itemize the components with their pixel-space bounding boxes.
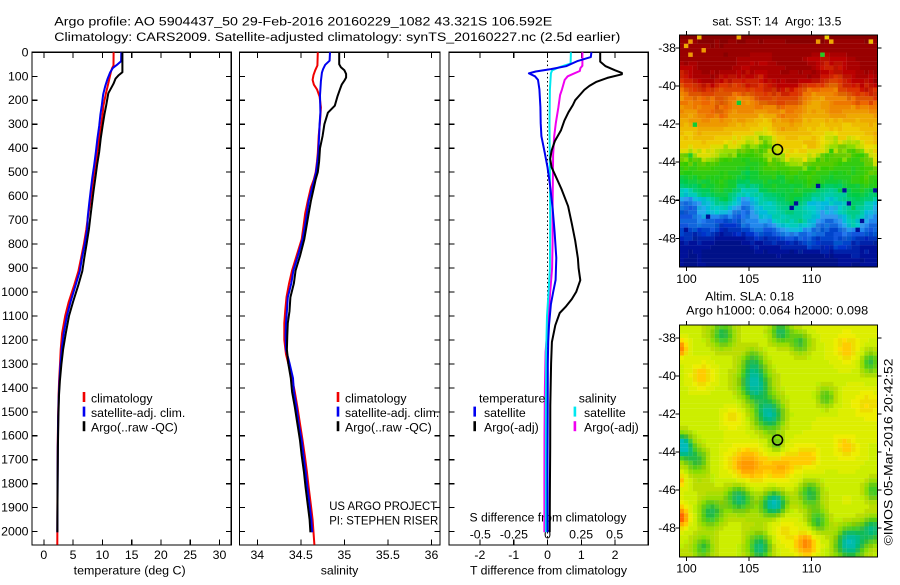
svg-text:100: 100 bbox=[676, 272, 697, 286]
svg-text:-42: -42 bbox=[658, 407, 676, 421]
svg-text:temperature: temperature bbox=[479, 391, 545, 405]
svg-text:sat. SST: 14 Argo: 13.5: sat. SST: 14 Argo: 13.5 bbox=[712, 14, 841, 28]
svg-text:satellite: satellite bbox=[484, 406, 526, 420]
svg-text:200: 200 bbox=[8, 93, 29, 107]
svg-text:Argo profile: AO 5904437_50 29: Argo profile: AO 5904437_50 29-Feb-2016 … bbox=[54, 15, 552, 29]
svg-text:satellite-adj. clim.: satellite-adj. clim. bbox=[91, 406, 185, 420]
svg-text:1100: 1100 bbox=[2, 309, 29, 323]
svg-text:1500: 1500 bbox=[1, 405, 29, 419]
svg-text:salinity: salinity bbox=[579, 391, 617, 405]
svg-text:Argo(..raw -QC): Argo(..raw -QC) bbox=[91, 421, 178, 435]
svg-text:500: 500 bbox=[8, 165, 29, 179]
svg-text:satellite: satellite bbox=[584, 406, 626, 420]
svg-text:300: 300 bbox=[8, 117, 29, 131]
svg-text:34: 34 bbox=[250, 548, 264, 562]
svg-text:10: 10 bbox=[96, 548, 110, 562]
svg-text:0: 0 bbox=[544, 528, 551, 542]
svg-text:34.5: 34.5 bbox=[289, 548, 313, 562]
svg-text:PI: STEPHEN RISER: PI: STEPHEN RISER bbox=[329, 514, 438, 528]
svg-text:30: 30 bbox=[213, 548, 227, 562]
svg-text:2000: 2000 bbox=[1, 525, 29, 539]
svg-text:Argo(..raw -QC): Argo(..raw -QC) bbox=[345, 421, 432, 435]
svg-text:©IMOS 05-Mar-2016 20:42:52: ©IMOS 05-Mar-2016 20:42:52 bbox=[881, 358, 895, 545]
svg-text:110: 110 bbox=[802, 562, 822, 576]
svg-text:600: 600 bbox=[8, 189, 29, 203]
svg-text:-2: -2 bbox=[474, 548, 485, 562]
svg-text:climatology: climatology bbox=[345, 391, 407, 405]
svg-text:1000: 1000 bbox=[1, 285, 29, 299]
svg-text:-0.25: -0.25 bbox=[500, 528, 528, 542]
svg-text:climatology: climatology bbox=[91, 391, 153, 405]
svg-text:salinity: salinity bbox=[321, 564, 359, 578]
svg-text:-38: -38 bbox=[658, 331, 676, 345]
svg-text:0: 0 bbox=[40, 548, 47, 562]
svg-text:Argo(-adj): Argo(-adj) bbox=[584, 421, 639, 435]
svg-text:US ARGO PROJECT: US ARGO PROJECT bbox=[329, 499, 437, 513]
svg-text:100: 100 bbox=[676, 562, 697, 576]
svg-text:20: 20 bbox=[154, 548, 168, 562]
svg-text:15: 15 bbox=[125, 548, 139, 562]
svg-text:-40: -40 bbox=[658, 79, 676, 93]
svg-text:Climatology: CARS2009. Satelli: Climatology: CARS2009. Satellite-adjuste… bbox=[54, 30, 620, 44]
svg-text:0: 0 bbox=[544, 548, 551, 562]
svg-text:-42: -42 bbox=[658, 117, 676, 131]
svg-text:Argo h1000: 0.064 h2000: 0.098: Argo h1000: 0.064 h2000: 0.098 bbox=[686, 304, 868, 318]
svg-text:-38: -38 bbox=[658, 41, 676, 55]
svg-text:1600: 1600 bbox=[1, 429, 29, 443]
svg-text:-44: -44 bbox=[658, 155, 676, 169]
svg-text:1800: 1800 bbox=[1, 477, 29, 491]
svg-text:1400: 1400 bbox=[1, 381, 29, 395]
svg-text:900: 900 bbox=[8, 261, 29, 275]
svg-text:105: 105 bbox=[739, 272, 760, 286]
svg-text:110: 110 bbox=[802, 272, 822, 286]
svg-text:-44: -44 bbox=[658, 445, 676, 459]
svg-text:100: 100 bbox=[8, 69, 29, 83]
svg-text:5: 5 bbox=[70, 548, 77, 562]
svg-text:-48: -48 bbox=[658, 521, 676, 535]
svg-text:0.5: 0.5 bbox=[606, 528, 623, 542]
svg-text:-48: -48 bbox=[658, 231, 676, 245]
svg-text:35: 35 bbox=[338, 548, 352, 562]
svg-text:-46: -46 bbox=[658, 483, 676, 497]
svg-text:temperature (deg C): temperature (deg C) bbox=[74, 564, 186, 578]
svg-text:0: 0 bbox=[22, 45, 29, 59]
svg-text:1200: 1200 bbox=[1, 333, 29, 347]
svg-text:1: 1 bbox=[578, 548, 585, 562]
svg-text:35.5: 35.5 bbox=[376, 548, 400, 562]
svg-text:1900: 1900 bbox=[1, 501, 29, 515]
svg-text:400: 400 bbox=[8, 141, 29, 155]
svg-text:1700: 1700 bbox=[1, 453, 29, 467]
svg-text:105: 105 bbox=[739, 562, 760, 576]
svg-text:25: 25 bbox=[183, 548, 197, 562]
svg-text:0.25: 0.25 bbox=[569, 528, 593, 542]
svg-text:-0.5: -0.5 bbox=[470, 528, 491, 542]
svg-text:700: 700 bbox=[8, 213, 29, 227]
svg-text:T difference from climatology: T difference from climatology bbox=[470, 564, 628, 578]
svg-text:36: 36 bbox=[425, 548, 439, 562]
svg-text:-40: -40 bbox=[658, 369, 676, 383]
svg-text:Argo(-adj): Argo(-adj) bbox=[484, 421, 539, 435]
svg-text:satellite-adj. clim.: satellite-adj. clim. bbox=[345, 406, 439, 420]
svg-text:800: 800 bbox=[8, 237, 29, 251]
svg-text:1300: 1300 bbox=[1, 357, 29, 371]
svg-text:Altim. SLA: 0.18: Altim. SLA: 0.18 bbox=[705, 290, 794, 304]
svg-text:2: 2 bbox=[612, 548, 619, 562]
svg-text:-46: -46 bbox=[658, 193, 676, 207]
svg-text:-1: -1 bbox=[508, 548, 519, 562]
